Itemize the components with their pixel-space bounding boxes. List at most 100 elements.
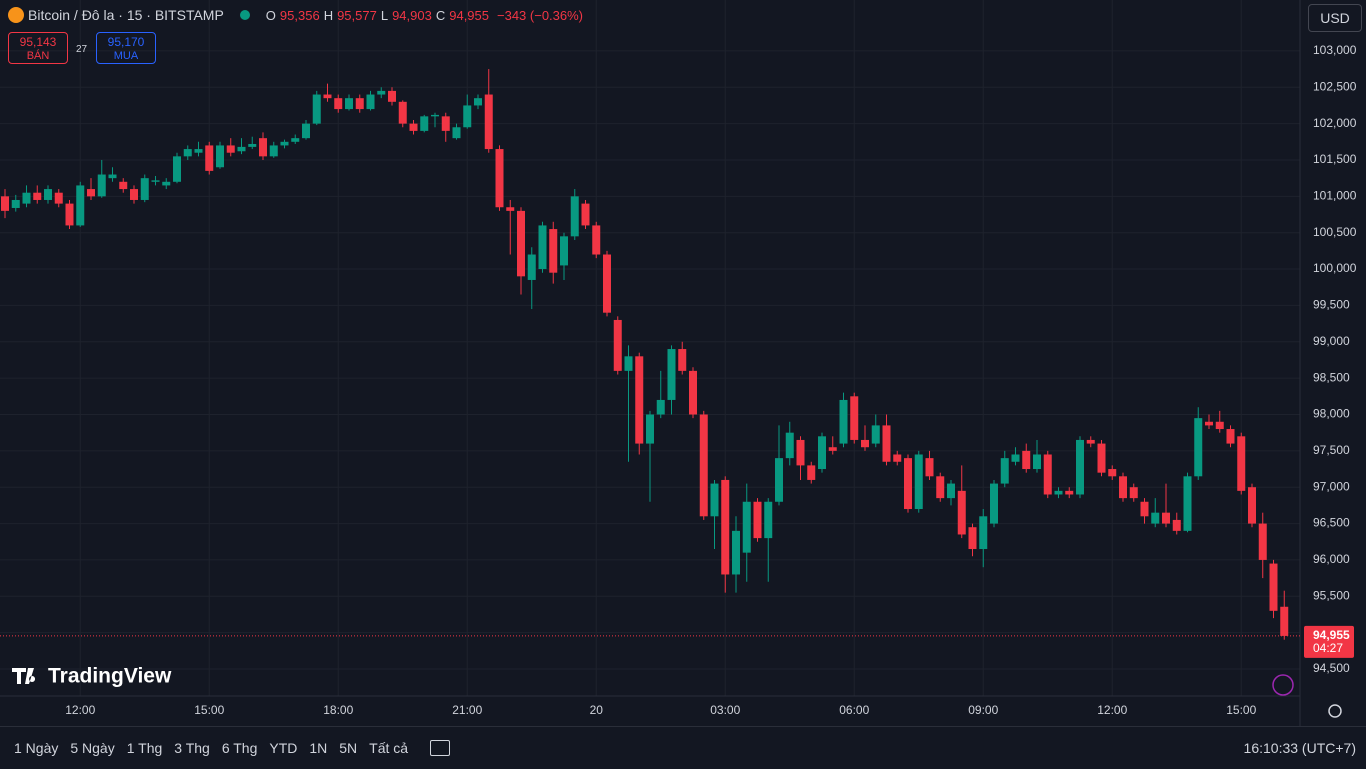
- candle-body: [1065, 490, 1074, 495]
- clock: 16:10:33 (UTC+7): [1243, 740, 1356, 756]
- candle-body: [710, 483, 719, 517]
- y-tick-label: 100,500: [1313, 225, 1357, 239]
- buy-button[interactable]: 95,170 MUA: [96, 32, 156, 64]
- candle-body: [635, 356, 644, 444]
- candle-body: [1129, 487, 1138, 499]
- candle-body: [893, 454, 902, 462]
- price-tag-countdown: 04:27: [1313, 641, 1343, 655]
- y-tick-label: 95,500: [1313, 588, 1350, 602]
- sell-button[interactable]: 95,143 BÁN: [8, 32, 68, 64]
- candle-body: [839, 399, 848, 444]
- y-tick-label: 99,000: [1313, 334, 1350, 348]
- ohlc-value: 94,903: [392, 7, 432, 23]
- candle-body: [1172, 519, 1181, 531]
- candle-body: [76, 185, 85, 226]
- settings-icon[interactable]: [1328, 704, 1342, 718]
- spread: 27: [76, 44, 88, 55]
- ohlc-value: 95,577: [337, 7, 377, 23]
- range-button[interactable]: 1 Ngày: [14, 740, 59, 756]
- candle-body: [904, 458, 912, 510]
- candle-body: [259, 138, 267, 157]
- candle-body: [807, 465, 816, 480]
- range-button[interactable]: YTD: [269, 740, 298, 756]
- candle-body: [1119, 476, 1127, 499]
- candle-body: [936, 476, 945, 499]
- candle-body: [785, 432, 794, 459]
- range-button[interactable]: 1 Thg: [126, 740, 163, 756]
- candle-body: [87, 189, 95, 197]
- candle-body: [667, 349, 676, 400]
- candle-body: [463, 105, 472, 128]
- candle-body: [1108, 469, 1117, 477]
- buy-label: MUA: [113, 50, 139, 62]
- candle-body: [581, 203, 590, 226]
- ohlc-label: C: [435, 7, 446, 23]
- legend: Bitcoin / Đô la · 15 · BITSTAMP O 95,356 …: [8, 7, 583, 23]
- candle-body: [97, 174, 106, 197]
- candle-body: [474, 98, 482, 106]
- candle-body: [366, 94, 375, 110]
- candle-body: [1011, 454, 1020, 462]
- range-button[interactable]: 1N: [309, 740, 328, 756]
- candle-body: [549, 229, 558, 273]
- candle-body: [732, 530, 740, 575]
- candle-body: [764, 501, 773, 539]
- candle-body: [689, 370, 697, 415]
- bottom-toolbar: 1 Ngày 5 Ngày 1 Thg 3 Thg 6 Thg YTD 1N 5N Tất cả…: [0, 726, 1366, 769]
- candle-body: [818, 436, 826, 470]
- candle-body: [1033, 454, 1041, 470]
- x-tick-label: 20: [590, 703, 604, 717]
- candle-body: [850, 396, 859, 440]
- y-tick-label: 98,500: [1313, 370, 1350, 384]
- currency-button[interactable]: USD: [1308, 4, 1362, 32]
- candle-body: [237, 146, 246, 152]
- candle-body: [130, 189, 138, 200]
- candle-body: [1140, 501, 1149, 517]
- candle-body: [753, 501, 762, 539]
- candle-body: [33, 192, 42, 200]
- candle-body: [1, 196, 9, 211]
- candle-body: [323, 94, 332, 99]
- candle-body: [409, 123, 418, 131]
- candle-body: [1205, 421, 1213, 426]
- candle-body: [1151, 512, 1160, 524]
- candle-body: [1097, 443, 1106, 473]
- price-tag-value: 94,955: [1313, 628, 1350, 642]
- candle-body: [947, 483, 955, 499]
- candle-body: [194, 149, 203, 153]
- y-tick-label: 97,500: [1313, 443, 1350, 457]
- y-tick-label: 96,000: [1313, 552, 1350, 566]
- candle-body: [1086, 439, 1095, 444]
- range-button[interactable]: 6 Thg: [221, 740, 258, 756]
- candle-body: [517, 210, 525, 277]
- sell-label: BÁN: [26, 50, 50, 62]
- date-range-icon[interactable]: [430, 740, 451, 756]
- alert-icon[interactable]: [1272, 674, 1294, 696]
- x-tick-label: 15:00: [194, 703, 224, 717]
- candle-body: [592, 225, 601, 255]
- candle-body: [560, 236, 568, 266]
- chart: TradingView 94,50095,00095,50096,00096,5…: [0, 0, 1357, 726]
- candle-body: [269, 145, 278, 157]
- candle-body: [140, 178, 149, 200]
- candle-body: [420, 116, 429, 131]
- candle-body: [678, 349, 687, 371]
- range-button[interactable]: 5 Ngày: [70, 740, 115, 756]
- candle-body: [44, 189, 52, 200]
- candle-body: [613, 319, 622, 371]
- coin-icon: [8, 7, 24, 23]
- candle-body: [11, 199, 20, 208]
- candle-body: [162, 181, 171, 186]
- y-tick-label: 103,000: [1313, 43, 1357, 57]
- range-button[interactable]: 3 Thg: [174, 740, 210, 756]
- candle-body: [226, 145, 235, 153]
- candle-body: [882, 425, 891, 462]
- candle-body: [291, 138, 300, 142]
- range-button[interactable]: Tất cả: [369, 740, 409, 756]
- candle-body: [312, 94, 321, 124]
- range-button[interactable]: 5N: [339, 740, 358, 756]
- candle-body: [345, 98, 353, 110]
- candle-body: [205, 145, 214, 171]
- y-tick-label: 102,500: [1313, 79, 1357, 93]
